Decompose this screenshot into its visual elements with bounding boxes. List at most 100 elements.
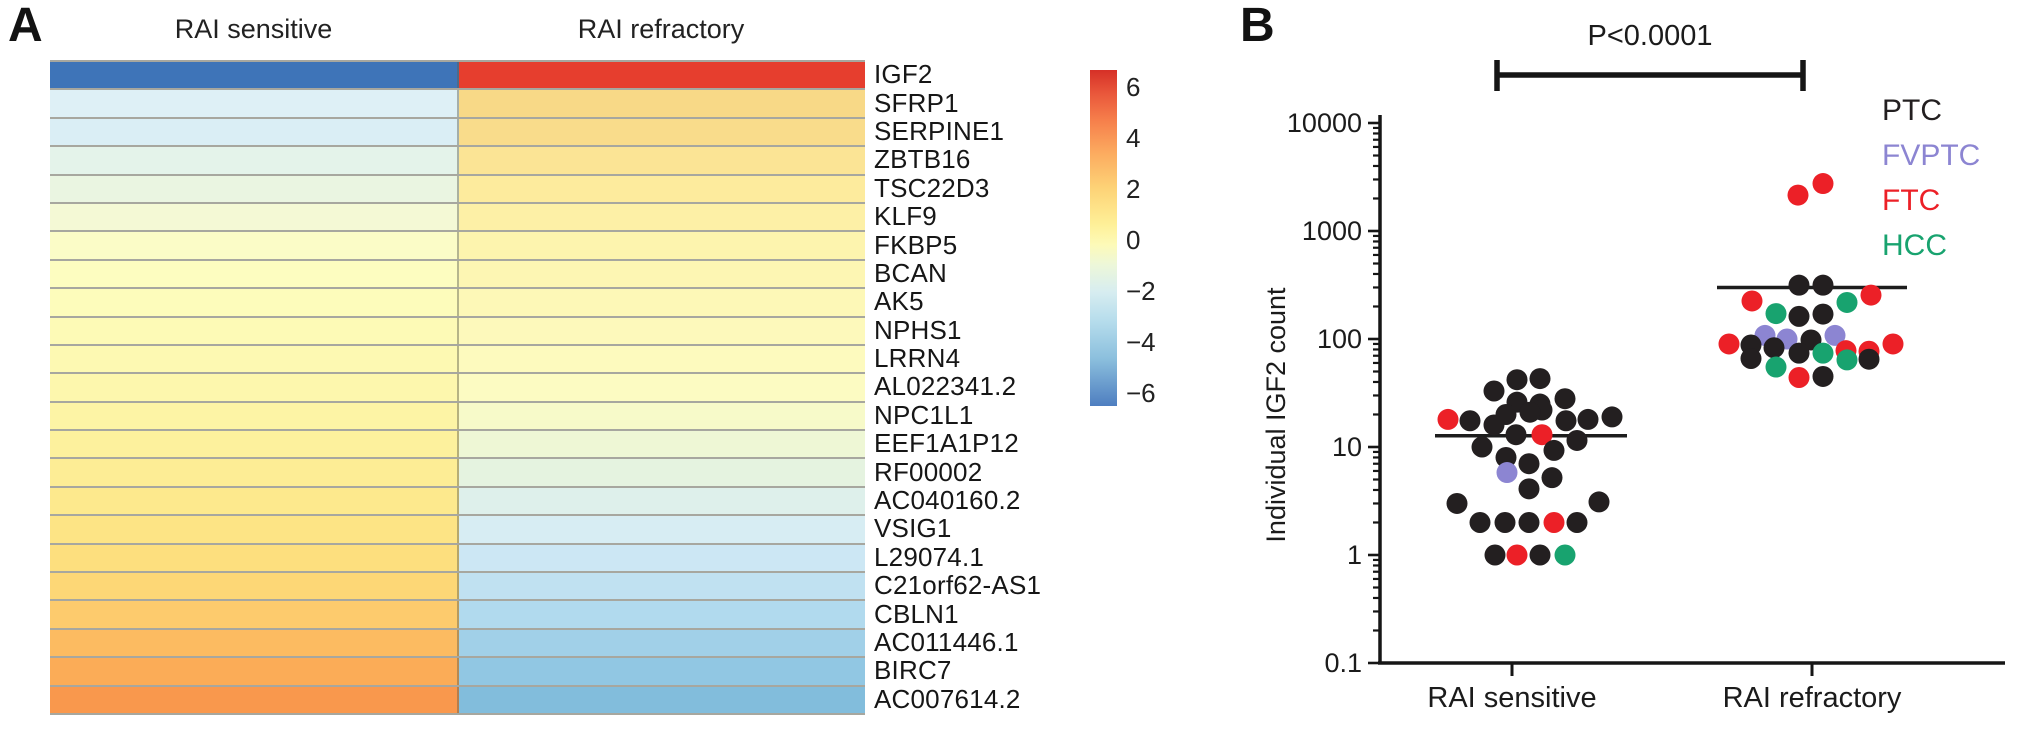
heatmap-gene-labels: IGF2 SFRP1 SERPINE1 ZBTB16 TSC22D3 KLF9 FKBP5 B… (874, 60, 1114, 713)
data-point (1518, 478, 1540, 500)
data-point (1860, 284, 1882, 306)
heatmap-cell-refractory (458, 573, 865, 600)
data-point (1529, 544, 1551, 566)
gene-label: SFRP1 (874, 87, 959, 118)
data-point (1740, 347, 1762, 369)
data-point (1506, 369, 1528, 391)
gene-label: AK5 (874, 286, 924, 317)
data-point (1765, 356, 1787, 378)
data-point (1601, 406, 1623, 428)
data-point (1494, 511, 1516, 533)
heatmap-cell-sensitive (50, 289, 459, 316)
colorbar-tick-label: 2 (1126, 174, 1141, 204)
heatmap-cell-refractory (458, 544, 865, 572)
heatmap-cell-refractory (458, 147, 865, 174)
heatmap-row (50, 88, 865, 117)
y-tick-label: 10000 (1287, 108, 1362, 138)
heatmap-cell-refractory (458, 260, 865, 288)
colorbar-tick-label: −6 (1126, 378, 1156, 408)
heatmap-cell-sensitive (50, 374, 459, 401)
data-point (1519, 401, 1541, 423)
gene-label: NPC1L1 (874, 399, 974, 430)
heatmap-cell-refractory (458, 431, 865, 458)
heatmap-row (50, 599, 865, 628)
heatmap-cell-sensitive (50, 544, 459, 572)
heatmap-cell-sensitive (50, 62, 459, 89)
heatmap-row (50, 145, 865, 174)
panel-a-label: A (8, 0, 43, 52)
heatmap-cell-refractory (458, 90, 865, 117)
heatmap-row (50, 315, 865, 344)
data-point (1577, 408, 1599, 430)
data-point (1471, 436, 1493, 458)
heatmap-cell-sensitive (50, 629, 459, 657)
heatmap-row (50, 173, 865, 202)
data-point (1469, 511, 1491, 533)
gene-label: LRRN4 (874, 343, 961, 374)
heatmap-row (50, 656, 865, 685)
data-point (1812, 365, 1834, 387)
heatmap-cell-refractory (458, 459, 865, 486)
heatmap-col-header-refractory: RAI refractory (577, 14, 745, 44)
heatmap-grid (50, 60, 865, 715)
data-point (1459, 410, 1481, 432)
panel-b: B 10000 1000 100 10 1 0.1 Individual IGF2 coun… (1230, 0, 2031, 730)
gene-label: FKBP5 (874, 229, 958, 260)
heatmap-row (50, 116, 865, 146)
colorbar-tick-label: −2 (1126, 276, 1156, 306)
gene-label: IGF2 (874, 59, 933, 90)
heatmap-row (50, 372, 865, 401)
heatmap-colorbar (1090, 70, 1117, 406)
data-point (1505, 424, 1527, 446)
data-point (1788, 305, 1810, 327)
data-point (1566, 429, 1588, 451)
gene-label: VSIG1 (874, 513, 952, 544)
heatmap-cell-refractory (458, 175, 865, 202)
heatmap-cell-sensitive (50, 175, 459, 202)
heatmap-row (50, 429, 865, 458)
heatmap-cell-sensitive (50, 402, 459, 430)
heatmap-row (50, 627, 865, 657)
data-point (1824, 324, 1846, 346)
p-value-label: P<0.0001 (1588, 20, 1713, 52)
heatmap-cell-refractory (458, 658, 865, 685)
data-point (1495, 446, 1517, 468)
heatmap-cell-refractory (458, 232, 865, 259)
data-point (1543, 511, 1565, 533)
heatmap-cell-refractory (458, 289, 865, 316)
heatmap-cell-sensitive (50, 118, 459, 146)
colorbar-tick-label: 0 (1126, 225, 1141, 255)
heatmap-cell-refractory (458, 629, 865, 657)
heatmap-cell-sensitive (50, 317, 459, 344)
heatmap-cell-sensitive (50, 90, 459, 117)
heatmap-cell-sensitive (50, 459, 459, 486)
heatmap-row (50, 287, 865, 316)
data-point (1531, 424, 1553, 446)
heatmap-row (50, 343, 865, 373)
heatmap-row (50, 457, 865, 486)
gene-label: C21orf62-AS1 (874, 570, 1042, 601)
gene-label: ZBTB16 (874, 144, 971, 175)
data-point (1812, 173, 1834, 195)
data-point (1836, 349, 1858, 371)
y-tick-label: 1 (1347, 540, 1362, 570)
legend-item-ptc: PTC (1882, 94, 1942, 127)
gene-label: EEF1A1P12 (874, 428, 1019, 459)
heatmap-cell-sensitive (50, 232, 459, 259)
data-point (1812, 303, 1834, 325)
data-point (1882, 333, 1904, 355)
data-point (1812, 274, 1834, 296)
heatmap-cell-sensitive (50, 601, 459, 628)
gene-label: CBLN1 (874, 598, 959, 629)
heatmap-cell-sensitive (50, 260, 459, 288)
heatmap-cell-sensitive (50, 203, 459, 231)
heatmap-row (50, 514, 865, 543)
heatmap-cell-sensitive (50, 573, 459, 600)
data-point (1763, 337, 1785, 359)
heatmap-row (50, 230, 865, 259)
heatmap-cell-refractory (458, 203, 865, 231)
heatmap-row (50, 571, 865, 600)
colorbar-tick-label: −4 (1126, 327, 1156, 357)
data-point (1787, 184, 1809, 206)
legend-item-fvptc: FVPTC (1882, 139, 1980, 172)
